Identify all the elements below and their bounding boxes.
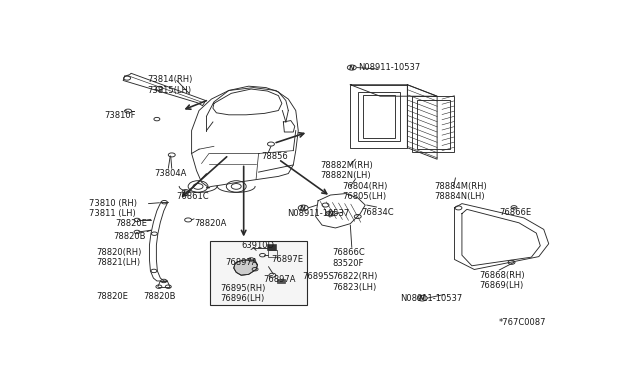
Bar [412,96,454,152]
Text: 76823(LH): 76823(LH) [332,283,376,292]
Text: 78882N(LH): 78882N(LH) [321,171,371,180]
Text: N: N [349,65,355,71]
Text: 78820B: 78820B [143,292,175,301]
Bar [269,250,277,257]
Text: 76804(RH): 76804(RH) [342,182,387,191]
Text: 76834C: 76834C [362,208,394,217]
Bar [417,100,449,149]
Text: 78856: 78856 [261,152,288,161]
Text: 78882M(RH): 78882M(RH) [321,161,373,170]
Text: *767C0087: *767C0087 [499,318,547,327]
Text: 78884M(RH): 78884M(RH) [435,182,488,191]
Text: 73804A: 73804A [154,169,187,178]
Bar [363,95,395,138]
Text: N08911-10537: N08911-10537 [358,63,420,72]
Text: 73815(LH): 73815(LH) [147,86,191,95]
Text: 73811 (LH): 73811 (LH) [89,209,136,218]
Text: 76897E: 76897E [271,255,303,264]
Bar [350,85,408,148]
Text: 76897A: 76897A [225,258,257,267]
Text: 63910D: 63910D [241,241,274,250]
Bar [277,279,285,283]
Text: N: N [328,211,333,217]
Text: 76896(LH): 76896(LH) [220,294,264,304]
Text: 76895S: 76895S [302,272,334,281]
Text: 73814(RH): 73814(RH) [147,75,193,84]
Text: N08911-10537: N08911-10537 [287,209,349,218]
Bar [210,241,307,305]
Text: 78820A: 78820A [194,219,227,228]
Text: 78884N(LH): 78884N(LH) [435,192,485,201]
Text: 78820B: 78820B [113,232,146,241]
Text: 78820(RH): 78820(RH) [96,248,141,257]
Text: 73810 (RH): 73810 (RH) [89,199,137,208]
Bar [268,244,276,250]
Text: 76822(RH): 76822(RH) [332,272,378,281]
Text: 76861C: 76861C [177,192,209,201]
Text: 76868(RH): 76868(RH) [479,271,525,280]
Text: 76805(LH): 76805(LH) [342,192,386,201]
Text: 76897A: 76897A [264,275,296,284]
Text: N: N [419,295,425,301]
Text: 76866E: 76866E [499,208,531,217]
Text: 78821(LH): 78821(LH) [96,258,140,267]
Text: 76869(LH): 76869(LH) [479,281,524,290]
Polygon shape [234,260,257,275]
Text: N08911-10537: N08911-10537 [400,294,462,304]
Bar [358,92,400,141]
Text: 78820E: 78820E [116,219,148,228]
Text: 83520F: 83520F [332,259,364,268]
Text: 73810F: 73810F [104,110,135,119]
Text: 76895(RH): 76895(RH) [220,284,265,294]
Text: 78820E: 78820E [97,292,128,301]
Text: N: N [300,205,306,211]
Text: 76866C: 76866C [332,248,365,257]
